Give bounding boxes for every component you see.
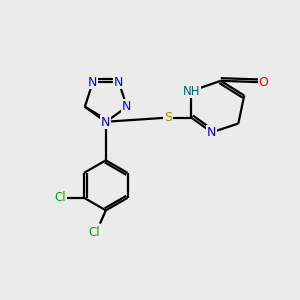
Text: O: O bbox=[258, 76, 268, 89]
Text: N: N bbox=[88, 76, 98, 88]
Text: N: N bbox=[114, 76, 124, 88]
Text: Cl: Cl bbox=[55, 191, 66, 204]
Text: N: N bbox=[122, 100, 131, 113]
Text: Cl: Cl bbox=[88, 226, 100, 239]
Text: N: N bbox=[101, 116, 110, 128]
Text: S: S bbox=[164, 111, 172, 124]
Text: NH: NH bbox=[182, 85, 200, 98]
Text: N: N bbox=[207, 126, 217, 139]
